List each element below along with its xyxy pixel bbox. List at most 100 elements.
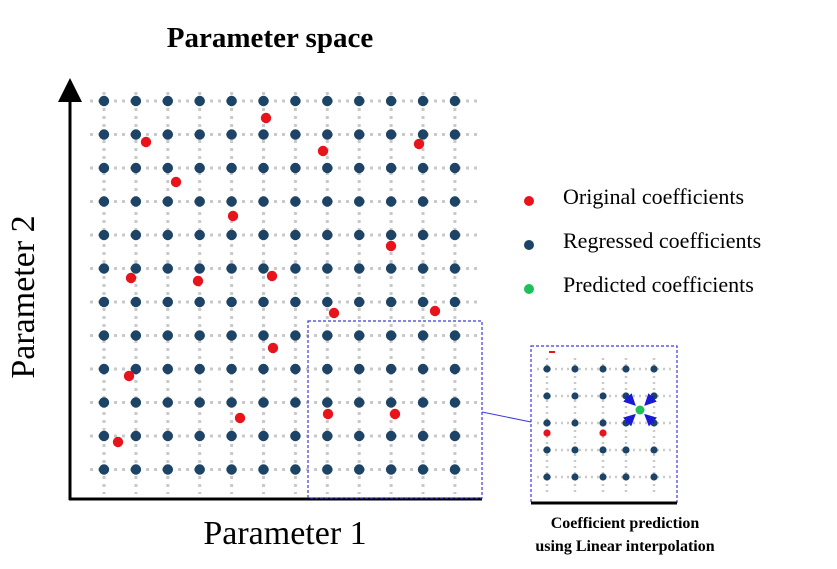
regressed-coefficient-dot bbox=[290, 229, 301, 241]
regressed-coefficient-dot bbox=[385, 95, 397, 107]
regressed-coefficient-dot bbox=[385, 196, 397, 207]
grid-lines bbox=[90, 92, 478, 494]
regressed-coefficient-dot bbox=[258, 397, 269, 408]
regressed-coefficient-dot bbox=[290, 129, 301, 140]
inset-regressed-dot bbox=[622, 473, 630, 481]
regressed-coefficient-dot bbox=[98, 430, 110, 442]
regressed-coefficient-dot bbox=[354, 296, 365, 308]
regressed-coefficient-dot bbox=[290, 397, 301, 408]
regressed-coefficient-dot bbox=[417, 397, 429, 408]
regressed-coefficient-dot bbox=[194, 196, 205, 207]
regressed-coefficient-dot bbox=[226, 430, 237, 442]
regressed-coefficient-dot bbox=[290, 162, 301, 174]
regressed-coefficient-dot bbox=[162, 296, 173, 308]
regressed-coefficient-dot bbox=[194, 129, 205, 140]
regressed-coefficient-dot bbox=[226, 363, 237, 375]
legend-label-regressed: Regressed coefficients bbox=[563, 228, 762, 253]
regressed-coefficient-dot bbox=[162, 196, 173, 207]
legend-marker-original bbox=[524, 196, 534, 206]
regressed-coefficient-dot bbox=[98, 196, 110, 207]
y-axis-label: Parameter 2 bbox=[5, 215, 42, 379]
inset-regressed-dot bbox=[622, 365, 630, 373]
regressed-coefficient-dot bbox=[449, 129, 461, 140]
inset-regressed-dot bbox=[599, 446, 607, 454]
regressed-coefficient-dot bbox=[258, 129, 269, 140]
regressed-coefficient-dot bbox=[322, 464, 333, 475]
regressed-coefficient-dot bbox=[354, 397, 365, 408]
regressed-coefficient-dot bbox=[226, 263, 237, 274]
interpolation-inset bbox=[530, 345, 678, 505]
regressed-coefficient-dot bbox=[322, 263, 333, 274]
regressed-coefficient-dot bbox=[322, 397, 333, 408]
interpolation-arrow bbox=[622, 413, 636, 427]
original-coefficient-dot bbox=[385, 240, 397, 252]
regressed-coefficient-dot bbox=[130, 363, 142, 375]
inset-original-dot bbox=[543, 429, 551, 437]
regressed-coefficient-dot bbox=[130, 129, 142, 140]
regressed-coefficient-dot bbox=[354, 129, 365, 140]
regressed-coefficient-dot bbox=[322, 196, 333, 207]
original-coefficient-dot bbox=[125, 272, 137, 284]
interpolation-arrows bbox=[622, 393, 658, 427]
regressed-coefficient-dot bbox=[258, 229, 269, 241]
legend-label-predicted: Predicted coefficients bbox=[563, 272, 754, 297]
regressed-coefficient-dot bbox=[98, 162, 110, 174]
regressed-coefficient-dot bbox=[354, 162, 365, 174]
regressed-coefficient-dot bbox=[194, 95, 205, 107]
original-coefficient-dot bbox=[234, 412, 246, 424]
regressed-coefficient-dot bbox=[322, 296, 333, 308]
regressed-coefficient-dot bbox=[449, 464, 461, 475]
regressed-coefficient-dot bbox=[449, 397, 461, 408]
inset-regressed-dot bbox=[599, 473, 607, 481]
regressed-coefficient-dot bbox=[258, 95, 269, 107]
regressed-coefficient-dot bbox=[194, 363, 205, 375]
inset-regressed-dot bbox=[543, 473, 551, 481]
regressed-coefficient-dot bbox=[354, 95, 365, 107]
original-coefficient-dot bbox=[317, 145, 329, 157]
original-coefficient-dot bbox=[140, 136, 152, 148]
regressed-coefficient-dot bbox=[162, 229, 173, 241]
regressed-coefficient-dot bbox=[449, 95, 461, 107]
regressed-coefficient-dot bbox=[385, 430, 397, 442]
regressed-coefficient-dot bbox=[290, 363, 301, 375]
inset-regressed-dot bbox=[571, 446, 579, 454]
inset-original-dots bbox=[543, 351, 607, 437]
regressed-coefficient-dot bbox=[258, 162, 269, 174]
regressed-coefficient-dot bbox=[449, 363, 461, 375]
original-coefficient-dot bbox=[170, 176, 182, 188]
regressed-coefficient-dot bbox=[98, 95, 110, 107]
inset-regressed-dot bbox=[571, 419, 579, 427]
zoom-region-box bbox=[307, 320, 483, 499]
regressed-coefficient-dot bbox=[258, 263, 269, 274]
regressed-coefficient-dots bbox=[98, 95, 461, 475]
regressed-coefficient-dot bbox=[417, 196, 429, 207]
regressed-coefficient-dot bbox=[417, 296, 429, 308]
interpolation-arrow bbox=[623, 393, 636, 406]
regressed-coefficient-dot bbox=[130, 162, 142, 174]
inset-regressed-dot bbox=[543, 446, 551, 454]
regressed-coefficient-dot bbox=[354, 363, 365, 375]
regressed-coefficient-dot bbox=[226, 464, 237, 475]
inset-regressed-dot bbox=[543, 419, 551, 427]
regressed-coefficient-dot bbox=[258, 430, 269, 442]
regressed-coefficient-dot bbox=[417, 95, 429, 107]
original-coefficient-dot bbox=[389, 408, 401, 420]
inset-regressed-dot bbox=[543, 392, 551, 400]
regressed-coefficient-dot bbox=[290, 296, 301, 308]
regressed-coefficient-dot bbox=[417, 464, 429, 475]
interpolation-arrow bbox=[644, 413, 658, 427]
regressed-coefficient-dot bbox=[98, 263, 110, 274]
regressed-coefficient-dot bbox=[449, 263, 461, 274]
original-coefficient-dot bbox=[260, 112, 272, 124]
regressed-coefficient-dot bbox=[290, 464, 301, 475]
inset-regressed-dot bbox=[599, 392, 607, 400]
original-coefficient-dot bbox=[267, 342, 279, 354]
regressed-coefficient-dot bbox=[130, 464, 142, 475]
original-coefficient-dot bbox=[413, 138, 425, 150]
regressed-coefficient-dot bbox=[322, 229, 333, 241]
regressed-coefficient-dot bbox=[449, 196, 461, 207]
regressed-coefficient-dot bbox=[194, 162, 205, 174]
regressed-coefficient-dot bbox=[385, 162, 397, 174]
regressed-coefficient-dot bbox=[290, 95, 301, 107]
regressed-coefficient-dot bbox=[354, 196, 365, 207]
